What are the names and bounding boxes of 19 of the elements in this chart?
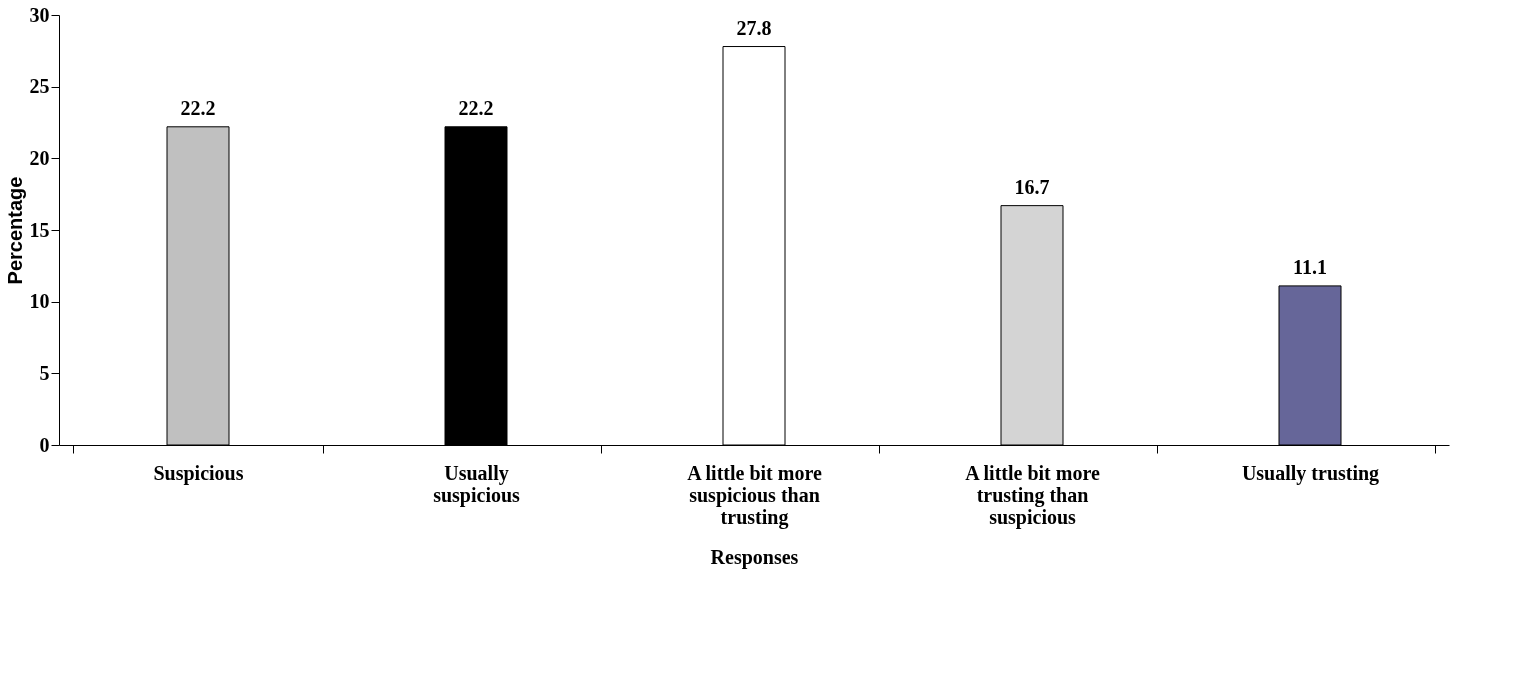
x-tick-label: A little bit more suspicious than trusting xyxy=(687,461,822,529)
data-label: 22.2 xyxy=(180,96,216,119)
data-label: 22.2 xyxy=(458,96,494,119)
x-tick-label: Usually trusting xyxy=(1241,461,1380,485)
y-tick-label: 30 xyxy=(29,3,50,26)
y-tick-label: 5 xyxy=(39,361,50,384)
y-tick-label: 20 xyxy=(29,146,50,169)
data-label: 27.8 xyxy=(736,16,772,39)
y-tick-label: 10 xyxy=(29,290,50,313)
y-tick-label: 15 xyxy=(29,218,50,241)
y-axis-title: Percentage xyxy=(3,176,26,285)
x-tick-label: Suspicious xyxy=(153,461,244,485)
x-tick-label: A little bit more trusting than suspicious xyxy=(965,461,1100,529)
y-tick-label: 0 xyxy=(39,433,50,456)
data-label: 16.7 xyxy=(1014,175,1050,198)
x-tick-label: Usually suspicious xyxy=(433,461,521,507)
x-axis-title: Responses xyxy=(710,545,799,569)
data-label: 11.1 xyxy=(1293,255,1327,278)
y-tick-label: 25 xyxy=(29,75,50,98)
